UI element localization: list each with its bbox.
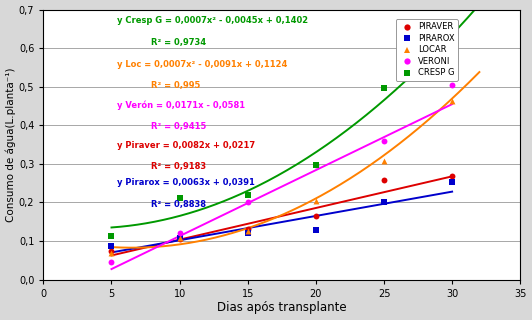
Point bbox=[176, 236, 184, 242]
Point bbox=[244, 200, 252, 205]
Legend: PIRAVER, PIRAROX, LOCAR, VERONI, CRESP G: PIRAVER, PIRAROX, LOCAR, VERONI, CRESP G bbox=[396, 19, 458, 81]
Text: R² = 0,9415: R² = 0,9415 bbox=[151, 122, 206, 131]
Point bbox=[244, 227, 252, 232]
Point bbox=[312, 162, 320, 167]
Text: R² = 0,9183: R² = 0,9183 bbox=[151, 162, 206, 171]
Point bbox=[244, 231, 252, 236]
Point bbox=[176, 195, 184, 200]
Point bbox=[107, 249, 116, 254]
Point bbox=[380, 178, 388, 183]
Point bbox=[244, 192, 252, 197]
Point bbox=[448, 33, 456, 38]
Point bbox=[312, 228, 320, 233]
Point bbox=[380, 200, 388, 205]
Point bbox=[380, 138, 388, 143]
Text: y Cresp G = 0,0007x² - 0,0045x + 0,1402: y Cresp G = 0,0007x² - 0,0045x + 0,1402 bbox=[117, 16, 309, 25]
Point bbox=[107, 243, 116, 248]
Text: R² = 0,9734: R² = 0,9734 bbox=[151, 38, 206, 47]
Point bbox=[176, 236, 184, 241]
Point bbox=[380, 159, 388, 164]
Text: y Verón = 0,0171x - 0,0581: y Verón = 0,0171x - 0,0581 bbox=[117, 100, 245, 109]
Point bbox=[312, 198, 320, 203]
Text: y Piraver = 0,0082x + 0,0217: y Piraver = 0,0082x + 0,0217 bbox=[117, 140, 255, 149]
Point bbox=[176, 231, 184, 236]
Point bbox=[312, 162, 320, 167]
Point bbox=[107, 251, 116, 256]
Text: R² = 0,995: R² = 0,995 bbox=[151, 81, 200, 90]
Text: R² = 0,8838: R² = 0,8838 bbox=[151, 200, 206, 209]
Text: y Loc = 0,0007x² - 0,0091x + 0,1124: y Loc = 0,0007x² - 0,0091x + 0,1124 bbox=[117, 60, 288, 68]
X-axis label: Dias após transplante: Dias após transplante bbox=[217, 301, 347, 315]
Point bbox=[448, 174, 456, 179]
Point bbox=[312, 213, 320, 219]
Point bbox=[448, 180, 456, 185]
Point bbox=[107, 234, 116, 239]
Point bbox=[176, 236, 184, 241]
Text: y Pirarox = 0,0063x + 0,0391: y Pirarox = 0,0063x + 0,0391 bbox=[117, 178, 255, 187]
Point bbox=[244, 229, 252, 234]
Point bbox=[448, 99, 456, 104]
Y-axis label: Consumo de água(L.planta⁻¹): Consumo de água(L.planta⁻¹) bbox=[5, 67, 16, 222]
Point bbox=[380, 85, 388, 91]
Point bbox=[448, 82, 456, 87]
Point bbox=[107, 259, 116, 264]
